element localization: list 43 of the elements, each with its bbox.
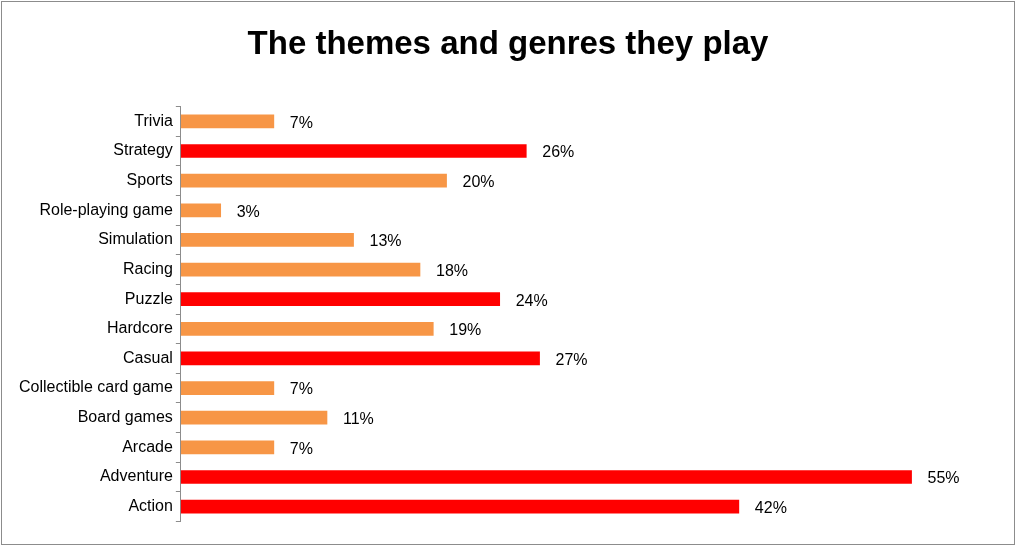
bar [180,173,447,188]
bar [180,292,501,307]
bar [180,470,912,484]
data-label: 7% [289,380,313,398]
bar [180,114,275,129]
bar [180,351,540,366]
y-tick-label: Board games [77,408,173,426]
y-tick-label: Sports [126,171,173,189]
bar [180,233,354,247]
data-label: 11% [343,410,374,428]
y-tick-label: Trivia [134,111,173,129]
y-tick-label: Arcade [122,437,173,455]
data-label: 7% [289,439,313,457]
data-label: 24% [515,291,548,309]
y-tick-label: Action [128,496,173,514]
data-label: 3% [236,202,260,220]
chart-title: The themes and genres they play [246,24,770,62]
bar [180,144,527,158]
y-tick-label: Adventure [99,467,173,485]
data-label: 26% [542,143,575,161]
bar [180,321,434,336]
bar [180,410,328,425]
bar [180,262,421,277]
y-tick-label: Puzzle [124,289,173,307]
y-tick-label: Casual [123,348,173,366]
data-label: 55% [927,469,960,487]
data-label: 7% [289,113,313,131]
bar [180,440,275,455]
data-label: 20% [462,173,495,191]
data-label: 42% [754,498,787,516]
bar [180,381,275,395]
data-label: 27% [555,350,588,368]
data-label: 13% [369,232,402,250]
data-label: 18% [436,261,469,279]
bar [180,203,222,218]
y-tick-label: Racing [123,259,173,277]
y-tick-label: Collectible card game [18,378,173,396]
y-tick-label: Hardcore [107,319,173,337]
y-tick-label: Role-playing game [39,200,173,218]
bar [180,499,740,514]
y-tick-label: Simulation [98,230,173,248]
y-tick-label: Strategy [113,141,173,159]
data-label: 19% [449,321,482,339]
